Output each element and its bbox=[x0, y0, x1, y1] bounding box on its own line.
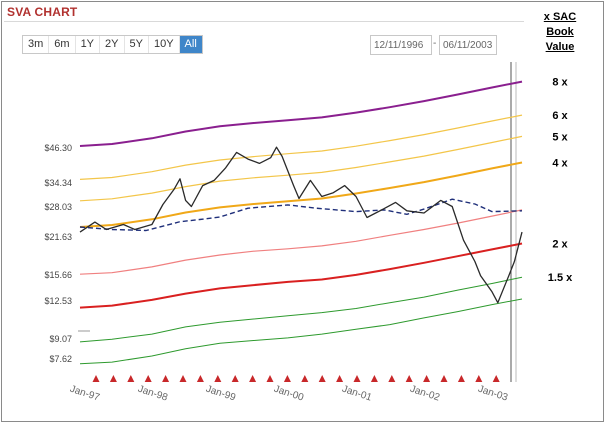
event-marker bbox=[475, 375, 483, 382]
event-marker bbox=[144, 375, 152, 382]
range-button-2y[interactable]: 2Y bbox=[100, 36, 125, 53]
multiple-label: 1.5 x bbox=[548, 272, 573, 284]
series-line-0 bbox=[79, 80, 523, 147]
event-marker bbox=[109, 375, 117, 382]
x-tick-label: Jan-01 bbox=[341, 384, 374, 404]
series-line-1 bbox=[79, 114, 523, 180]
y-tick-label: $9.07 bbox=[49, 334, 72, 344]
event-marker bbox=[249, 375, 257, 382]
series-line-7 bbox=[79, 298, 523, 365]
event-marker bbox=[336, 375, 344, 382]
event-marker bbox=[388, 375, 396, 382]
event-marker bbox=[179, 375, 187, 382]
date-end-input[interactable]: 06/11/2003 bbox=[439, 35, 497, 55]
y-tick-label: $34.34 bbox=[44, 178, 72, 188]
event-marker bbox=[231, 375, 239, 382]
y-tick-label: $46.30 bbox=[44, 143, 72, 153]
legend-header-line-1: x SAC bbox=[543, 11, 577, 23]
y-tick-label: $28.03 bbox=[44, 202, 72, 212]
event-marker bbox=[301, 375, 309, 382]
range-button-all[interactable]: All bbox=[179, 36, 202, 53]
series-line-6 bbox=[79, 276, 523, 343]
event-marker bbox=[283, 375, 291, 382]
range-button-3m[interactable]: 3m bbox=[23, 36, 50, 53]
y-tick-label: $12.53 bbox=[44, 296, 72, 306]
event-marker bbox=[405, 375, 413, 382]
x-tick-label: Jan-00 bbox=[272, 384, 305, 404]
multiple-label: 4 x bbox=[552, 158, 568, 170]
series-line-2 bbox=[79, 135, 523, 202]
range-selector: 3m 6m 1Y 2Y 5Y 10Y All bbox=[22, 35, 203, 54]
multiple-label: 5 x bbox=[552, 131, 568, 143]
legend-header-line-3: Value bbox=[545, 41, 575, 53]
legend-header: x SAC Book Value bbox=[532, 10, 588, 55]
series-line-3 bbox=[79, 161, 523, 228]
y-tick-label: $15.66 bbox=[44, 270, 72, 280]
event-marker bbox=[353, 375, 361, 382]
series-line-9 bbox=[79, 146, 523, 304]
date-start-input[interactable]: 12/11/1996 bbox=[370, 35, 432, 55]
date-separator: - bbox=[433, 38, 437, 49]
legend-header-line-2: Book bbox=[546, 26, 574, 38]
multiple-label: 8 x bbox=[552, 77, 568, 89]
series-line-8 bbox=[79, 198, 523, 232]
event-marker bbox=[266, 375, 274, 382]
series-line-4 bbox=[79, 209, 523, 275]
x-tick-label: Jan-03 bbox=[477, 384, 510, 404]
series-line-5 bbox=[79, 242, 523, 309]
x-tick-label: Jan-97 bbox=[68, 384, 101, 404]
event-marker bbox=[492, 375, 500, 382]
event-marker bbox=[214, 375, 222, 382]
range-button-10y[interactable]: 10Y bbox=[149, 36, 180, 53]
title-divider bbox=[4, 21, 524, 22]
x-tick-label: Jan-02 bbox=[409, 384, 442, 404]
chart-title: SVA CHART bbox=[7, 5, 78, 19]
event-marker bbox=[423, 375, 431, 382]
event-marker bbox=[457, 375, 465, 382]
range-button-1y[interactable]: 1Y bbox=[76, 36, 101, 53]
event-marker bbox=[162, 375, 170, 382]
event-marker bbox=[127, 375, 135, 382]
range-button-6m[interactable]: 6m bbox=[49, 36, 76, 53]
multiple-label: 6 x bbox=[552, 110, 568, 122]
event-marker bbox=[370, 375, 378, 382]
x-tick-label: Jan-98 bbox=[136, 384, 169, 404]
y-tick-label: $21.63 bbox=[44, 232, 72, 242]
event-marker bbox=[318, 375, 326, 382]
multiple-label: 2 x bbox=[552, 239, 568, 251]
event-marker bbox=[440, 375, 448, 382]
event-marker bbox=[196, 375, 204, 382]
event-marker bbox=[92, 375, 100, 382]
x-tick-label: Jan-99 bbox=[204, 384, 237, 404]
range-button-5y[interactable]: 5Y bbox=[125, 36, 149, 53]
y-tick-label: $7.62 bbox=[49, 354, 72, 364]
